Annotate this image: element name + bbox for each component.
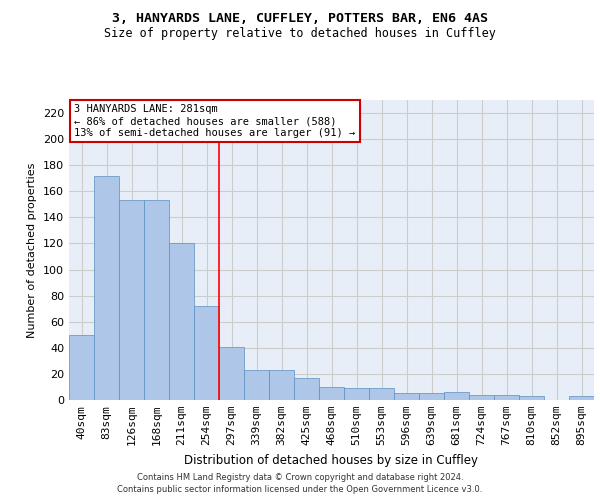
Bar [119,200,144,400]
Bar [94,176,119,400]
Bar [194,306,219,400]
Bar [394,394,419,400]
Text: Contains public sector information licensed under the Open Government Licence v3: Contains public sector information licen… [118,485,482,494]
Bar [219,346,244,400]
Bar [419,394,444,400]
Bar [319,387,344,400]
Bar [369,388,394,400]
Bar [469,395,494,400]
Bar [69,335,94,400]
Bar [519,396,544,400]
Bar [444,392,469,400]
Bar [244,370,269,400]
Text: 3, HANYARDS LANE, CUFFLEY, POTTERS BAR, EN6 4AS: 3, HANYARDS LANE, CUFFLEY, POTTERS BAR, … [112,12,488,26]
Bar [344,388,369,400]
Text: 3 HANYARDS LANE: 281sqm
← 86% of detached houses are smaller (588)
13% of semi-d: 3 HANYARDS LANE: 281sqm ← 86% of detache… [74,104,355,138]
Bar [294,378,319,400]
Text: Contains HM Land Registry data © Crown copyright and database right 2024.: Contains HM Land Registry data © Crown c… [137,472,463,482]
Y-axis label: Number of detached properties: Number of detached properties [28,162,37,338]
Bar [569,396,594,400]
Bar [144,200,169,400]
X-axis label: Distribution of detached houses by size in Cuffley: Distribution of detached houses by size … [185,454,479,466]
Bar [269,370,294,400]
Bar [494,395,519,400]
Bar [169,244,194,400]
Text: Size of property relative to detached houses in Cuffley: Size of property relative to detached ho… [104,28,496,40]
